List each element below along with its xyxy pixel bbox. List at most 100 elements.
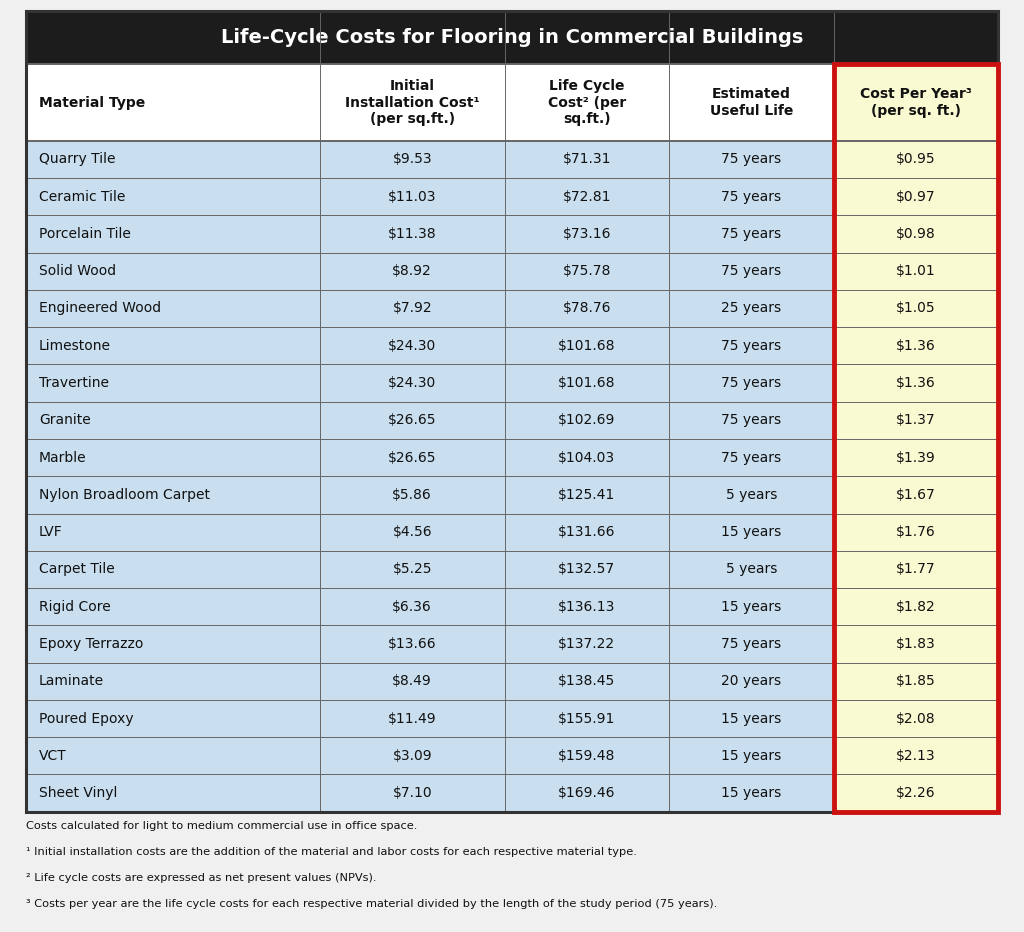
Bar <box>505 327 669 364</box>
Bar <box>319 476 505 514</box>
Bar <box>505 700 669 737</box>
Bar <box>669 64 834 141</box>
Text: $169.46: $169.46 <box>558 786 615 801</box>
Bar <box>26 178 319 215</box>
Bar <box>26 141 319 178</box>
Bar <box>26 700 319 737</box>
Text: 75 years: 75 years <box>721 450 781 465</box>
Bar <box>26 514 319 551</box>
Text: $1.82: $1.82 <box>896 599 936 614</box>
Text: $101.68: $101.68 <box>558 338 615 353</box>
Text: $7.92: $7.92 <box>392 301 432 316</box>
Text: $7.10: $7.10 <box>392 786 432 801</box>
Text: Travertine: Travertine <box>39 376 109 391</box>
Bar <box>26 439 319 476</box>
Text: 5 years: 5 years <box>726 562 777 577</box>
Bar <box>26 551 319 588</box>
Bar <box>26 625 319 663</box>
Text: $0.95: $0.95 <box>896 152 936 167</box>
Text: $1.76: $1.76 <box>896 525 936 540</box>
Bar <box>26 663 319 700</box>
Bar <box>834 178 998 215</box>
Text: $102.69: $102.69 <box>558 413 615 428</box>
Text: $1.36: $1.36 <box>896 338 936 353</box>
Bar <box>26 290 319 327</box>
Bar <box>669 253 834 290</box>
Text: $2.26: $2.26 <box>896 786 936 801</box>
Text: Life Cycle
Cost² (per
sq.ft.): Life Cycle Cost² (per sq.ft.) <box>548 79 626 126</box>
Bar <box>505 737 669 774</box>
Bar <box>834 64 998 812</box>
Bar <box>834 625 998 663</box>
Text: Cost Per Year³
(per sq. ft.): Cost Per Year³ (per sq. ft.) <box>860 88 972 117</box>
Text: $11.49: $11.49 <box>388 711 436 726</box>
Text: 15 years: 15 years <box>721 711 781 726</box>
Text: $9.53: $9.53 <box>392 152 432 167</box>
Bar <box>26 774 319 812</box>
Text: 15 years: 15 years <box>721 786 781 801</box>
Text: Carpet Tile: Carpet Tile <box>39 562 115 577</box>
Bar <box>669 514 834 551</box>
Bar <box>505 64 669 141</box>
Bar <box>505 253 669 290</box>
Bar <box>669 625 834 663</box>
Text: Laminate: Laminate <box>39 674 104 689</box>
Bar <box>26 588 319 625</box>
Text: $73.16: $73.16 <box>562 226 611 241</box>
Text: Life-Cycle Costs for Flooring in Commercial Buildings: Life-Cycle Costs for Flooring in Commerc… <box>221 28 803 48</box>
Text: $132.57: $132.57 <box>558 562 615 577</box>
Text: 75 years: 75 years <box>721 226 781 241</box>
Bar <box>669 439 834 476</box>
Text: $78.76: $78.76 <box>562 301 611 316</box>
Bar <box>319 215 505 253</box>
Bar <box>834 476 998 514</box>
Bar <box>669 178 834 215</box>
Text: 75 years: 75 years <box>721 413 781 428</box>
Text: 75 years: 75 years <box>721 338 781 353</box>
Text: $4.56: $4.56 <box>392 525 432 540</box>
Bar <box>319 64 505 141</box>
Text: $26.65: $26.65 <box>388 413 436 428</box>
Text: Rigid Core: Rigid Core <box>39 599 111 614</box>
Bar <box>319 737 505 774</box>
Text: $26.65: $26.65 <box>388 450 436 465</box>
Text: 25 years: 25 years <box>721 301 781 316</box>
Text: $3.09: $3.09 <box>392 748 432 763</box>
Text: $8.49: $8.49 <box>392 674 432 689</box>
Text: 75 years: 75 years <box>721 637 781 651</box>
Bar <box>26 737 319 774</box>
Text: 5 years: 5 years <box>726 487 777 502</box>
Bar <box>505 141 669 178</box>
Text: $24.30: $24.30 <box>388 376 436 391</box>
Bar <box>669 215 834 253</box>
Bar <box>319 402 505 439</box>
Bar <box>834 290 998 327</box>
Bar <box>834 364 998 402</box>
Bar <box>834 774 998 812</box>
Bar <box>26 476 319 514</box>
Bar <box>669 551 834 588</box>
Text: Solid Wood: Solid Wood <box>39 264 116 279</box>
Text: $1.83: $1.83 <box>896 637 936 651</box>
Bar <box>834 64 998 141</box>
Bar <box>319 364 505 402</box>
Text: $24.30: $24.30 <box>388 338 436 353</box>
Bar <box>669 476 834 514</box>
Bar <box>669 290 834 327</box>
Text: $72.81: $72.81 <box>562 189 611 204</box>
Text: $131.66: $131.66 <box>558 525 615 540</box>
Text: Initial
Installation Cost¹
(per sq.ft.): Initial Installation Cost¹ (per sq.ft.) <box>345 79 479 126</box>
Text: Quarry Tile: Quarry Tile <box>39 152 116 167</box>
Text: Epoxy Terrazzo: Epoxy Terrazzo <box>39 637 143 651</box>
Bar <box>834 402 998 439</box>
Text: $1.05: $1.05 <box>896 301 936 316</box>
Text: $2.08: $2.08 <box>896 711 936 726</box>
Bar <box>669 141 834 178</box>
Text: $5.25: $5.25 <box>392 562 432 577</box>
Bar <box>319 514 505 551</box>
Text: $101.68: $101.68 <box>558 376 615 391</box>
Bar <box>834 215 998 253</box>
Bar <box>505 551 669 588</box>
Text: 75 years: 75 years <box>721 152 781 167</box>
Bar <box>669 663 834 700</box>
